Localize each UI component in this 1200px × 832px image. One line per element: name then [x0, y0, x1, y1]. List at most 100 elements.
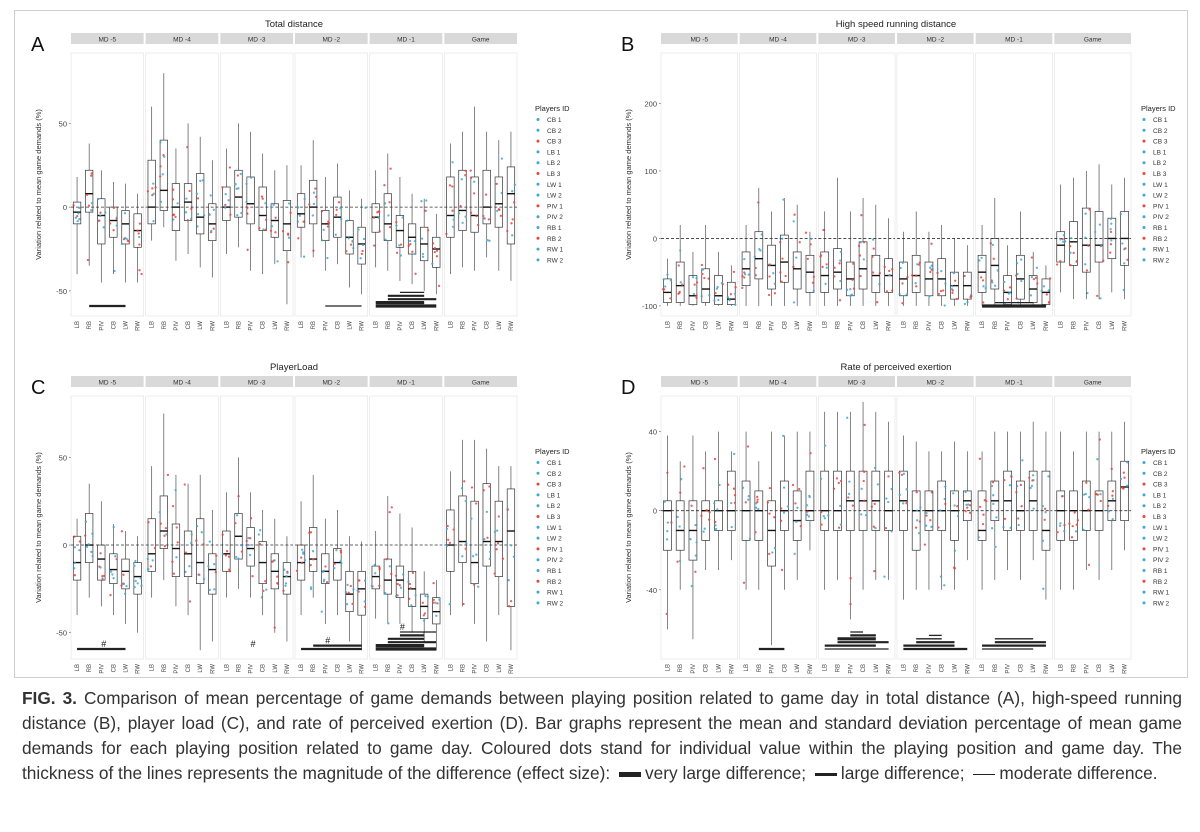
x-tick-label: RB	[993, 321, 999, 329]
legend-item: LB 2	[1153, 160, 1167, 167]
data-point	[726, 296, 730, 299]
data-point	[847, 496, 850, 499]
data-point	[189, 217, 193, 221]
data-point	[662, 278, 665, 281]
data-point	[891, 289, 894, 292]
x-tick-label: RB	[386, 321, 392, 329]
caption-very-large: very large difference;	[645, 763, 807, 783]
data-point	[851, 278, 854, 281]
data-point	[120, 530, 124, 533]
data-point	[484, 193, 488, 196]
x-tick-label: CB	[335, 664, 341, 672]
box-iqr	[937, 480, 947, 531]
data-point	[1082, 528, 1085, 531]
data-point	[1111, 490, 1114, 493]
data-point	[754, 506, 758, 509]
legend-swatch	[1142, 558, 1146, 562]
data-point	[744, 501, 747, 504]
data-point	[837, 526, 841, 529]
box-piv	[395, 176, 405, 281]
data-point	[1003, 478, 1006, 482]
data-point	[74, 216, 77, 219]
data-point	[689, 538, 692, 541]
box-cb	[407, 193, 417, 285]
data-point	[147, 521, 150, 524]
data-point	[360, 252, 364, 256]
x-tick-label: RB	[87, 321, 93, 329]
data-point	[207, 565, 210, 568]
data-point	[475, 502, 478, 505]
facet-panel	[369, 395, 443, 660]
x-tick-label: RB	[237, 321, 243, 329]
data-point	[1109, 251, 1112, 254]
data-point	[171, 198, 175, 201]
data-point	[760, 233, 763, 236]
figure: A Total distance Variation related to mean…	[14, 10, 1188, 678]
data-point	[734, 303, 737, 306]
x-tick-label: CB	[1018, 321, 1024, 329]
data-point	[414, 252, 417, 255]
legend-item: CB 1	[1153, 460, 1168, 467]
data-point	[302, 220, 305, 223]
box-rb	[308, 474, 318, 598]
data-point	[312, 191, 316, 194]
box-iqr	[767, 500, 776, 567]
x-tick-label: RW	[887, 321, 893, 331]
legend-swatch	[1142, 579, 1146, 583]
data-point	[283, 568, 286, 571]
data-point	[409, 587, 412, 590]
data-point	[806, 510, 809, 513]
box-rw	[1041, 431, 1051, 600]
data-point	[352, 246, 355, 250]
box-iqr	[357, 226, 366, 265]
data-point	[493, 572, 496, 575]
data-point	[666, 471, 669, 474]
data-point	[1042, 587, 1045, 590]
data-point	[779, 271, 782, 274]
box-cb	[1094, 164, 1105, 300]
hash-mark: #	[101, 639, 106, 649]
facet-label: MD -1	[1005, 37, 1023, 44]
x-tick-label: LB	[150, 321, 156, 328]
data-point	[451, 185, 454, 188]
data-point	[457, 212, 461, 215]
box-rw	[1119, 421, 1129, 551]
data-point	[1063, 240, 1067, 243]
data-point	[943, 584, 946, 587]
data-point	[447, 538, 450, 541]
data-point	[1009, 526, 1012, 529]
data-point	[944, 485, 947, 488]
box-cb	[333, 163, 343, 265]
data-point	[1126, 461, 1129, 464]
box-iqr	[383, 558, 392, 595]
data-point	[483, 538, 486, 541]
x-tick-label: CB	[186, 664, 192, 672]
data-point	[953, 504, 956, 507]
data-point	[424, 209, 427, 212]
x-tick-label: LW	[717, 664, 723, 673]
box-iqr	[990, 238, 1000, 290]
data-point	[1126, 258, 1129, 261]
data-point	[1029, 294, 1033, 297]
data-point	[459, 204, 462, 208]
data-point	[782, 511, 786, 514]
data-point	[383, 184, 386, 187]
legend-item: CB 1	[1153, 117, 1168, 124]
hash-mark: #	[251, 639, 256, 649]
data-point	[398, 244, 401, 247]
x-tick-label: PIV	[770, 321, 776, 331]
box-lb	[741, 431, 752, 590]
hash-mark: #	[400, 622, 405, 632]
data-point	[85, 193, 89, 197]
box-lb	[370, 531, 381, 619]
data-point	[1082, 493, 1086, 496]
data-point	[463, 480, 466, 483]
facet-label: MD -3	[848, 380, 866, 387]
data-point	[860, 513, 863, 516]
data-point	[363, 579, 367, 582]
data-point	[767, 293, 771, 297]
data-point	[123, 211, 127, 215]
legend-swatch	[1142, 482, 1146, 486]
data-point	[1088, 208, 1091, 211]
data-point	[407, 244, 410, 247]
